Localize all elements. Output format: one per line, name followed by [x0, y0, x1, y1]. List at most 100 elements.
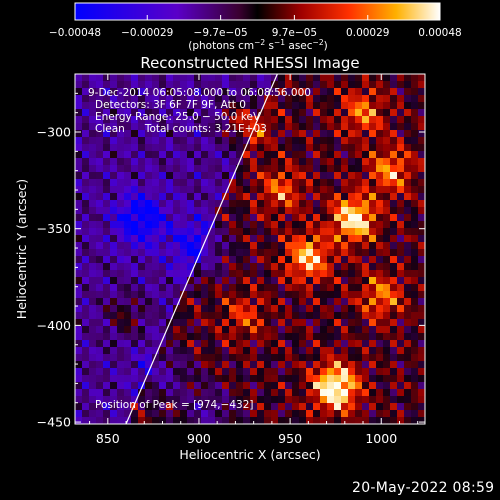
heatmap-cell [152, 298, 160, 306]
heatmap-cell [264, 165, 272, 173]
heatmap-cell [187, 417, 195, 424]
heatmap-cell [390, 382, 398, 390]
heatmap-cell [194, 207, 202, 215]
heatmap-cell [215, 305, 223, 313]
heatmap-cell [138, 396, 146, 404]
heatmap-cell [166, 249, 174, 257]
heatmap-cell [110, 228, 118, 236]
heatmap-cell [229, 74, 237, 82]
heatmap-cell [243, 305, 251, 313]
heatmap-cell [418, 200, 425, 208]
heatmap-cell [236, 319, 244, 327]
heatmap-cell [411, 165, 419, 173]
heatmap-cell [299, 375, 307, 383]
heatmap-cell [313, 263, 321, 271]
heatmap-cell [222, 410, 230, 418]
heatmap-cell [103, 81, 111, 89]
heatmap-cell [110, 389, 118, 397]
heatmap-cell [243, 403, 251, 411]
heatmap-cell [383, 221, 391, 229]
heatmap-cell [306, 221, 314, 229]
heatmap-cell [201, 382, 209, 390]
heatmap-cell [341, 396, 349, 404]
heatmap-cell [117, 298, 125, 306]
heatmap-cell [341, 326, 349, 334]
heatmap-cell [215, 284, 223, 292]
heatmap-cell [313, 284, 321, 292]
heatmap-cell [89, 347, 97, 355]
heatmap-cell [138, 116, 146, 124]
heatmap-cell [236, 382, 244, 390]
heatmap-cell [215, 123, 223, 131]
heatmap-cell [243, 88, 251, 96]
heatmap-cell [166, 221, 174, 229]
heatmap-cell [327, 312, 335, 320]
colorbar-tick-label: 9.7e−05 [272, 27, 317, 39]
heatmap-cell [271, 109, 279, 117]
heatmap-cell [334, 95, 342, 103]
heatmap-cell [334, 102, 342, 110]
heatmap-cell [411, 410, 419, 418]
heatmap-cell [208, 291, 216, 299]
heatmap-cell [341, 284, 349, 292]
heatmap-cell [341, 207, 349, 215]
heatmap-cell [201, 326, 209, 334]
heatmap-cell [110, 242, 118, 250]
heatmap-cell [278, 326, 286, 334]
heatmap-cell [341, 410, 349, 418]
heatmap-cell [257, 130, 265, 138]
heatmap-cell [131, 361, 139, 369]
heatmap-cell [187, 361, 195, 369]
heatmap-cell [243, 165, 251, 173]
heatmap-cell [390, 277, 398, 285]
heatmap-cell [271, 347, 279, 355]
heatmap-cell [383, 228, 391, 236]
heatmap-cell [243, 417, 251, 424]
heatmap-cell [152, 109, 160, 117]
heatmap-cell [390, 221, 398, 229]
heatmap-cell [285, 158, 293, 166]
heatmap-cell [250, 319, 258, 327]
heatmap-cell [215, 396, 223, 404]
heatmap-cell [411, 354, 419, 362]
heatmap-cell [271, 116, 279, 124]
heatmap-cell [404, 88, 412, 96]
heatmap-cell [103, 88, 111, 96]
heatmap-cell [152, 74, 160, 82]
heatmap-cell [124, 102, 132, 110]
heatmap-cell [376, 312, 384, 320]
heatmap-cell [390, 235, 398, 243]
heatmap-cell [194, 158, 202, 166]
heatmap-cell [306, 88, 314, 96]
heatmap-cell [201, 158, 209, 166]
heatmap-cell [257, 179, 265, 187]
heatmap-cell [327, 88, 335, 96]
heatmap-cell [348, 207, 356, 215]
heatmap-cell [243, 214, 251, 222]
heatmap-cell [271, 200, 279, 208]
heatmap-cell [180, 340, 188, 348]
heatmap-cell [348, 123, 356, 131]
heatmap-cell [306, 144, 314, 152]
heatmap-cell [208, 242, 216, 250]
heatmap-cell [390, 270, 398, 278]
heatmap-cell [180, 172, 188, 180]
heatmap-cell [341, 81, 349, 89]
heatmap-cell [376, 291, 384, 299]
heatmap-cell [320, 249, 328, 257]
heatmap-cell [390, 361, 398, 369]
heatmap-cell [215, 333, 223, 341]
heatmap-cell [292, 228, 300, 236]
heatmap-cell [236, 193, 244, 201]
heatmap-cell [404, 235, 412, 243]
heatmap-cell [236, 123, 244, 131]
heatmap-cell [124, 186, 132, 194]
heatmap-cell [271, 305, 279, 313]
heatmap-cell [250, 382, 258, 390]
heatmap-cell [355, 347, 363, 355]
heatmap-cell [138, 137, 146, 145]
heatmap-cell [180, 95, 188, 103]
heatmap-cell [131, 193, 139, 201]
heatmap-cell [278, 382, 286, 390]
heatmap-cell [173, 326, 181, 334]
